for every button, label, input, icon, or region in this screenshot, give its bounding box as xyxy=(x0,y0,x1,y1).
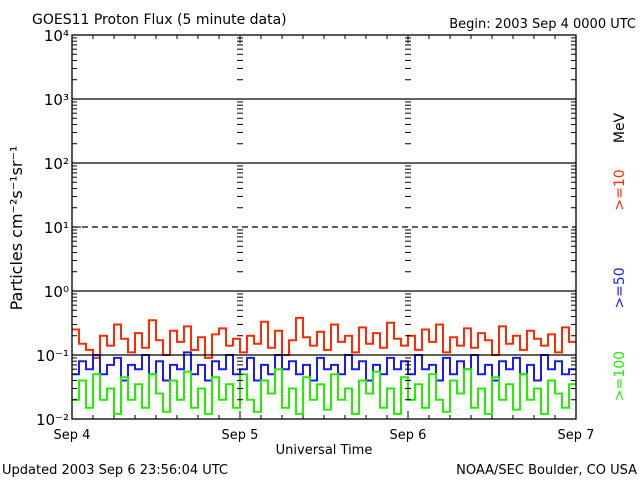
x-tick-label: Sep 4 xyxy=(54,428,91,443)
begin-label: Begin: 2003 Sep 4 0000 UTC xyxy=(449,17,636,32)
series-line-2 xyxy=(72,368,576,415)
footer-updated: Updated 2003 Sep 6 23:56:04 UTC xyxy=(2,463,228,478)
y-axis-label: Particles cm⁻²s⁻¹sr⁻¹ xyxy=(7,146,26,311)
y-tick-label: 10⁴ xyxy=(44,27,69,45)
y-tick-label: 10⁻¹ xyxy=(36,347,69,365)
legend-series-1: >=50 xyxy=(612,267,628,308)
y-tick-label: 10⁻² xyxy=(36,411,69,429)
series-line-0 xyxy=(72,316,576,359)
series-line-1 xyxy=(72,351,576,382)
legend-series-0: >=10 xyxy=(612,169,628,210)
y-tick-label: 10¹ xyxy=(44,219,69,237)
x-axis-label: Universal Time xyxy=(276,443,373,458)
y-tick-label: 10⁰ xyxy=(44,283,69,301)
x-tick-label: Sep 6 xyxy=(390,428,427,443)
legend-series-2: >=100 xyxy=(612,351,628,401)
y-tick-label: 10³ xyxy=(44,91,69,109)
x-tick-label: Sep 7 xyxy=(558,428,595,443)
x-tick-label: Sep 5 xyxy=(222,428,259,443)
legend-unit-mev: MeV xyxy=(612,112,628,143)
chart-title: GOES11 Proton Flux (5 minute data) xyxy=(32,12,287,28)
y-tick-label: 10² xyxy=(44,155,69,173)
footer-source: NOAA/SEC Boulder, CO USA xyxy=(456,463,637,478)
